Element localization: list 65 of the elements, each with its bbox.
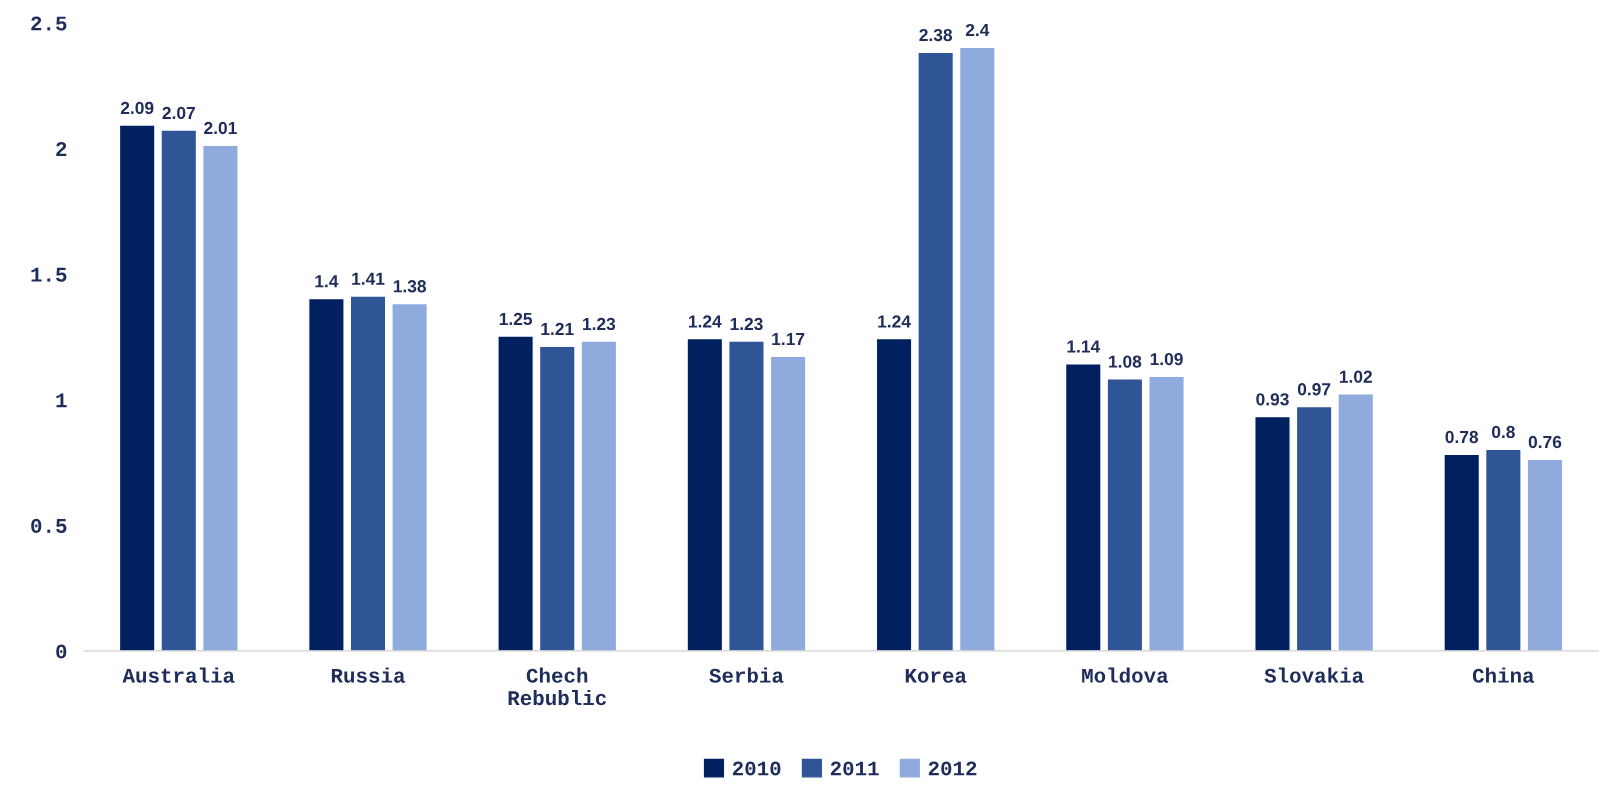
data-label: 0.97 — [1297, 383, 1331, 396]
x-tick-label: Chech Rebublic — [508, 667, 607, 706]
bar — [1066, 364, 1101, 651]
y-tick-label: 1.5 — [31, 267, 67, 282]
data-label: 0.76 — [1528, 435, 1562, 449]
data-label: 1.14 — [1067, 340, 1101, 353]
bar — [687, 339, 722, 651]
bar — [729, 341, 764, 651]
data-label: 2.4 — [965, 23, 990, 37]
data-label: 1.17 — [772, 333, 805, 345]
bar — [877, 339, 912, 651]
data-label: 1.08 — [1109, 355, 1142, 368]
bar — [581, 341, 616, 651]
bar — [120, 125, 155, 651]
bar — [1338, 394, 1373, 651]
bar — [498, 336, 533, 651]
x-tick-label: Slovakia — [1264, 667, 1364, 683]
y-tick-label: 2.5 — [31, 16, 67, 31]
bar — [161, 130, 196, 651]
data-label: 2.09 — [120, 101, 154, 115]
bar — [918, 52, 953, 651]
x-tick-label: Australia — [122, 667, 235, 683]
legend-label: 2012 — [928, 761, 977, 776]
bar — [392, 304, 427, 651]
x-tick-label: Moldova — [1082, 667, 1169, 683]
data-label: 1.41 — [352, 272, 385, 285]
bar — [1527, 459, 1562, 651]
bar — [1486, 449, 1521, 651]
data-label: 2.07 — [162, 106, 195, 120]
bar — [1149, 377, 1184, 651]
data-label: 1.38 — [393, 280, 427, 293]
legend-label: 2011 — [830, 761, 879, 776]
data-label: 1.23 — [730, 317, 763, 331]
bar — [771, 356, 806, 651]
y-tick-label: 1 — [56, 393, 67, 408]
x-tick-label: Russia — [331, 667, 405, 683]
x-tick-label: Korea — [905, 668, 967, 683]
y-tick-label: 0 — [56, 644, 67, 659]
data-label: 2.38 — [919, 28, 953, 42]
bar — [1107, 379, 1142, 651]
bar — [1297, 407, 1332, 651]
bar — [350, 296, 386, 651]
legend-label: 2010 — [732, 761, 781, 776]
data-label: 1.21 — [541, 322, 574, 335]
data-label: 1.24 — [689, 315, 722, 328]
data-label: 1.4 — [315, 275, 339, 288]
data-label: 0.78 — [1445, 430, 1479, 444]
data-label: 2.01 — [204, 121, 237, 135]
data-label: 1.02 — [1339, 370, 1372, 383]
data-label: 0.93 — [1256, 393, 1289, 406]
y-tick-label: 0.5 — [31, 518, 67, 533]
bar — [960, 47, 995, 651]
bar — [309, 299, 344, 651]
y-tick-label: 2 — [56, 142, 67, 156]
bar — [540, 346, 575, 651]
data-label: 1.23 — [583, 317, 616, 331]
x-tick-label: Serbia — [709, 667, 784, 683]
data-label: 1.25 — [499, 312, 533, 326]
data-label: 1.24 — [878, 315, 911, 328]
bar — [203, 145, 238, 651]
data-label: 0.8 — [1491, 425, 1515, 439]
x-tick-label: China — [1472, 667, 1535, 683]
bar — [1255, 417, 1290, 651]
data-label: 1.09 — [1150, 352, 1183, 366]
bar — [1444, 454, 1479, 651]
